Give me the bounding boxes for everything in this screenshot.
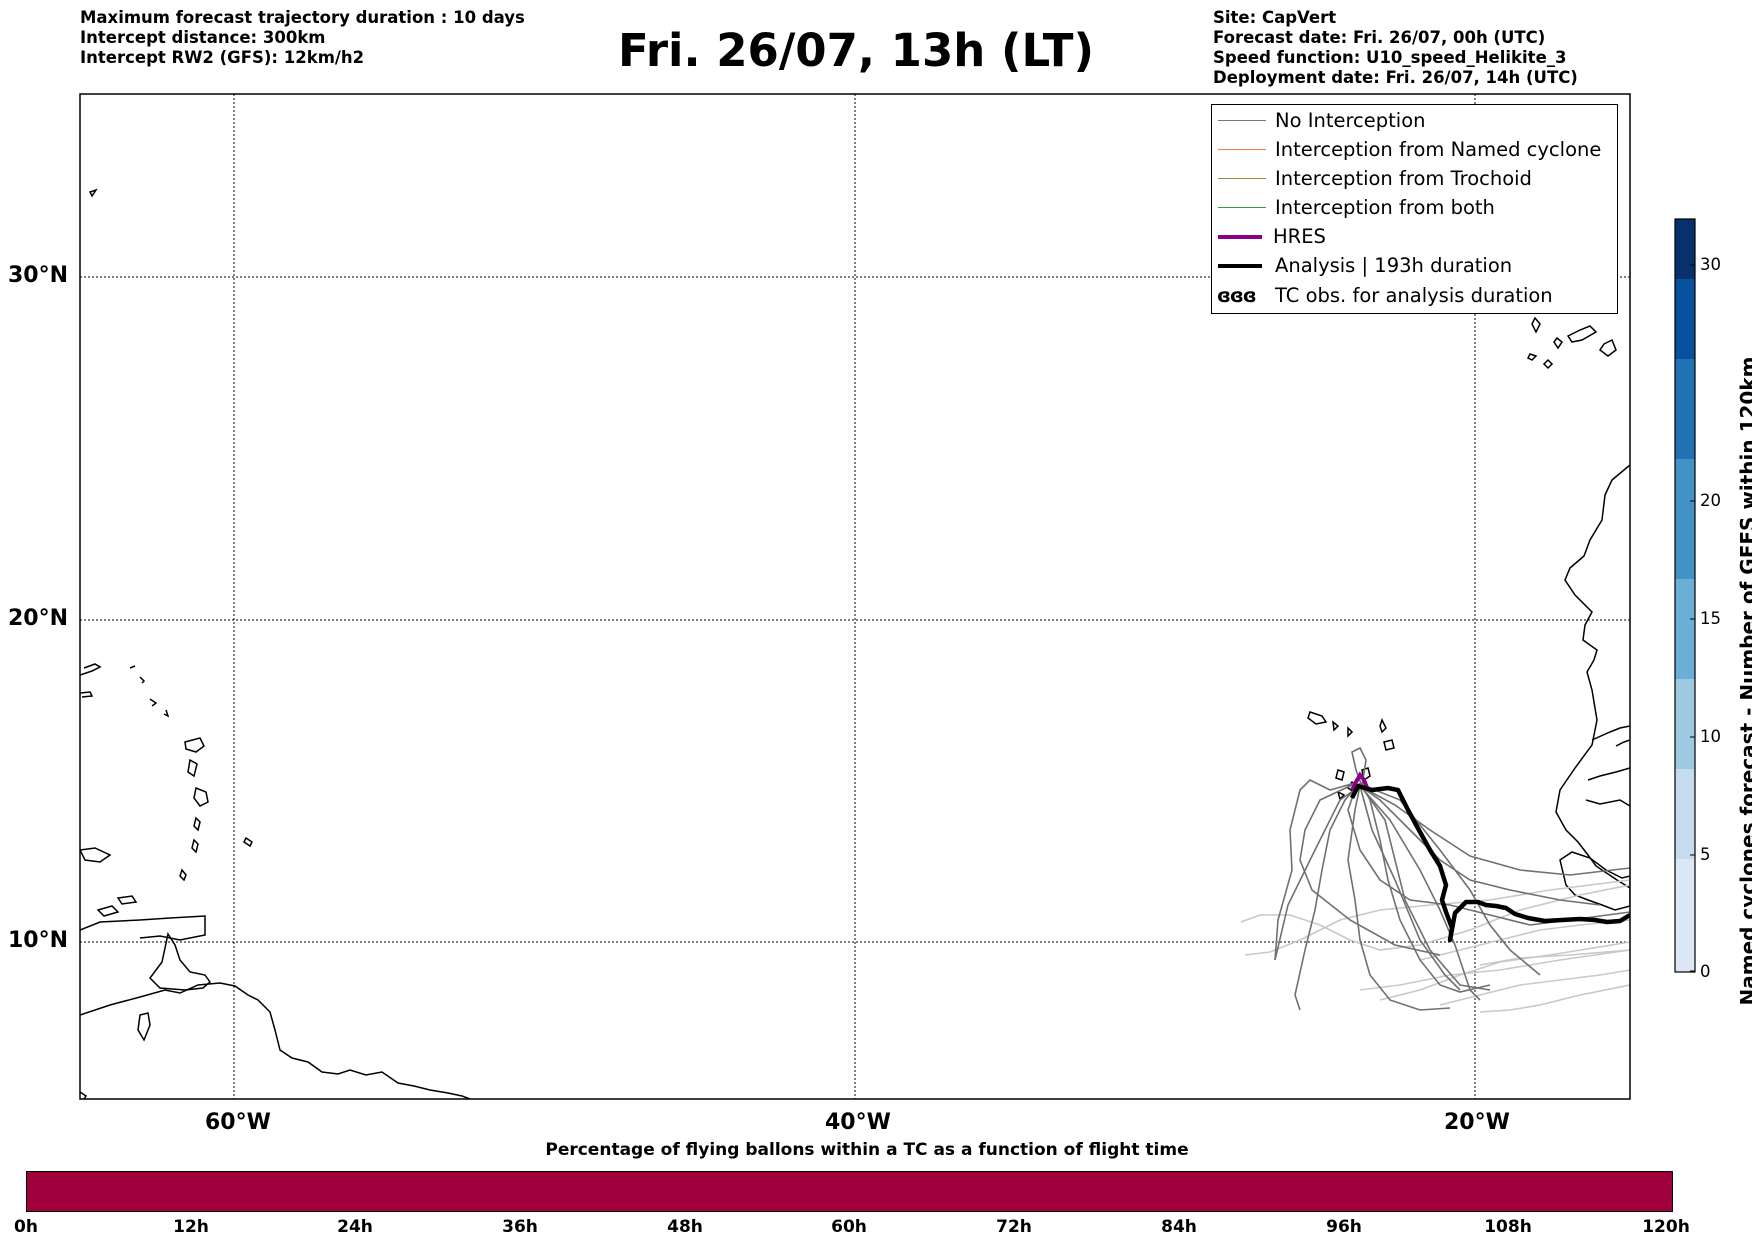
legend-item-tc-obs: ɞɞɞ TC obs. for analysis duration — [1212, 284, 1617, 308]
time-bar-tick: 60h — [831, 1217, 867, 1237]
time-bar-tick: 12h — [173, 1217, 209, 1237]
coastline-caribbean — [80, 663, 471, 1099]
trajectories-no-interception — [1274, 746, 1630, 1011]
legend-label: Interception from Trochoid — [1275, 167, 1532, 190]
header-info-left: Maximum forecast trajectory duration : 1… — [80, 8, 525, 68]
map-frame — [79, 93, 1631, 1100]
map-gridlines — [80, 94, 1630, 1099]
lon-label-20w: 20°W — [1444, 1110, 1510, 1135]
intercept-distance-text: Intercept distance: 300km — [80, 28, 326, 47]
colorbar-tick: 15 — [1700, 609, 1721, 628]
time-bar-tick: 84h — [1161, 1217, 1197, 1237]
legend-label: HRES — [1273, 225, 1326, 248]
legend-swatch-gray — [1218, 120, 1266, 121]
lat-label-20n: 20°N — [8, 606, 69, 631]
analysis-trajectory — [1349, 783, 1630, 943]
lon-label-40w: 40°W — [825, 1110, 891, 1135]
time-bar-tick: 0h — [14, 1217, 38, 1237]
lon-label-60w: 60°W — [205, 1110, 271, 1135]
legend-item-named-cyclone: Interception from Named cyclone — [1212, 138, 1617, 162]
time-bar-tick: 36h — [502, 1217, 538, 1237]
cyclone-colorbar — [1674, 218, 1696, 973]
time-bar-tick: 24h — [337, 1217, 373, 1237]
legend-label: TC obs. for analysis duration — [1275, 284, 1553, 307]
legend-item-hres: HRES — [1212, 225, 1617, 249]
time-bar-tick: 120h — [1642, 1217, 1690, 1237]
legend-swatch-orange — [1218, 149, 1266, 150]
deployment-date-text: Deployment date: Fri. 26/07, 14h (UTC) — [1213, 68, 1578, 87]
colorbar-title: Named cyclones forecast - Number of GEFS… — [1736, 356, 1752, 1006]
site-text: Site: CapVert — [1213, 8, 1337, 27]
legend-swatch-olive — [1218, 178, 1266, 179]
colorbar-tick: 20 — [1700, 491, 1721, 510]
map-legend: No Interception Interception from Named … — [1211, 104, 1618, 314]
legend-swatch-purple — [1218, 235, 1262, 239]
legend-item-no-interception: No Interception — [1212, 109, 1617, 133]
max-duration-text: Maximum forecast trajectory duration : 1… — [80, 8, 525, 27]
colorbar-tick: 10 — [1700, 727, 1721, 746]
legend-item-both: Interception from both — [1212, 196, 1617, 220]
legend-label: Analysis | 193h duration — [1275, 254, 1513, 277]
legend-item-analysis: Analysis | 193h duration — [1212, 254, 1617, 278]
tc-symbol-icon: ɞɞɞ — [1217, 285, 1257, 307]
colorbar-tick: 5 — [1700, 845, 1711, 864]
time-bar-tick: 96h — [1326, 1217, 1362, 1237]
legend-item-trochoid: Interception from Trochoid — [1212, 167, 1617, 191]
time-bar-title: Percentage of flying ballons within a TC… — [545, 1140, 1189, 1160]
time-bar — [26, 1171, 1673, 1212]
forecast-date-text: Forecast date: Fri. 26/07, 00h (UTC) — [1213, 28, 1546, 47]
time-bar-tick: 72h — [996, 1217, 1032, 1237]
legend-label: Interception from both — [1275, 196, 1495, 219]
legend-swatch-black — [1218, 264, 1262, 268]
intercept-rw2-text: Intercept RW2 (GFS): 12km/h2 — [80, 48, 365, 67]
coastline-africa — [88, 188, 1630, 911]
lat-label-10n: 10°N — [8, 928, 69, 953]
time-bar-tick: 108h — [1484, 1217, 1532, 1237]
colorbar-tick: 30 — [1700, 255, 1721, 274]
lat-label-30n: 30°N — [8, 263, 69, 288]
legend-swatch-green — [1218, 207, 1266, 208]
time-bar-tick: 48h — [667, 1217, 703, 1237]
legend-label: No Interception — [1275, 109, 1426, 132]
header-info-right: Site: CapVert Forecast date: Fri. 26/07,… — [1213, 8, 1578, 88]
speed-function-text: Speed function: U10_speed_Helikite_3 — [1213, 48, 1567, 67]
hres-trajectory — [1350, 771, 1370, 791]
page-title: Fri. 26/07, 13h (LT) — [617, 24, 1095, 77]
colorbar-tick: 0 — [1700, 962, 1711, 981]
legend-label: Interception from Named cyclone — [1275, 138, 1602, 161]
